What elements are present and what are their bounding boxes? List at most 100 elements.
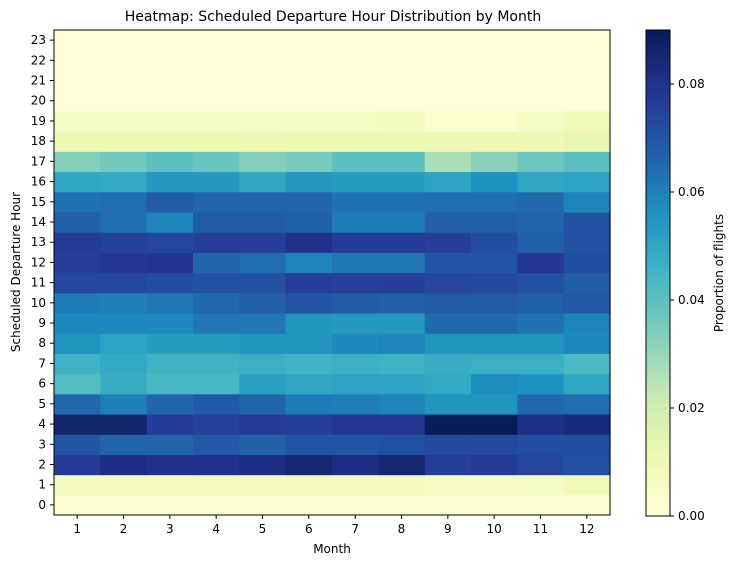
heatmap-cell (285, 90, 333, 112)
heatmap-cell (517, 50, 565, 72)
heatmap-cell (146, 110, 194, 132)
heatmap-cell (54, 454, 101, 476)
heatmap-cell (100, 312, 148, 334)
heatmap-cell (517, 312, 565, 334)
heatmap-cell (332, 373, 379, 395)
heatmap-cell (100, 292, 148, 314)
heatmap-cell (471, 90, 518, 112)
heatmap-cell (54, 312, 101, 334)
x-tick-label: 6 (305, 522, 313, 536)
heatmap-cell (471, 131, 518, 152)
heatmap-cell (146, 131, 194, 152)
heatmap-cell (239, 90, 287, 112)
heatmap-cell (424, 474, 472, 496)
heatmap-cell (100, 393, 148, 415)
heatmap-cell (100, 353, 148, 375)
heatmap-cell (54, 232, 101, 253)
x-tick-label: 2 (120, 522, 128, 536)
heatmap-cell (193, 373, 240, 395)
heatmap-cell (54, 353, 101, 375)
heatmap-cell (424, 70, 472, 92)
heatmap-cell (378, 171, 426, 193)
heatmap-cell (100, 474, 148, 496)
heatmap-cell (239, 171, 287, 193)
y-tick-label: 10 (31, 296, 46, 310)
heatmap-cell (146, 191, 194, 213)
chart-title: Heatmap: Scheduled Departure Hour Distri… (125, 9, 541, 25)
heatmap-cell (517, 211, 565, 233)
heatmap-cell (239, 292, 287, 314)
heatmap-cell (146, 474, 194, 496)
heatmap-cell (563, 353, 611, 375)
heatmap-cell (239, 413, 287, 435)
heatmap-cell (563, 232, 611, 253)
heatmap-cell (332, 30, 379, 51)
heatmap-cell (239, 110, 287, 132)
heatmap-cell (54, 434, 101, 455)
heatmap-cell (100, 373, 148, 395)
heatmap-cell (239, 272, 287, 294)
heatmap-cell (332, 171, 379, 193)
x-tick-label: 3 (166, 522, 174, 536)
heatmap-cell (563, 151, 611, 173)
heatmap-cell (471, 413, 518, 435)
heatmap-cell (563, 252, 611, 274)
heatmap-cell (517, 70, 565, 92)
heatmap-cell (285, 494, 333, 516)
heatmap-cell (332, 434, 379, 455)
heatmap-cell (517, 434, 565, 455)
heatmap-cell (563, 434, 611, 455)
heatmap-cell (378, 131, 426, 152)
heatmap-cell (563, 211, 611, 233)
heatmap-cell (563, 454, 611, 476)
heatmap-cell (378, 272, 426, 294)
heatmap-cell (424, 272, 472, 294)
y-tick-label: 8 (38, 336, 46, 350)
heatmap-cell (471, 151, 518, 173)
heatmap-cell (193, 232, 240, 253)
y-tick-label: 22 (31, 53, 46, 67)
heatmap-cell (424, 373, 472, 395)
heatmap-cell (54, 70, 101, 92)
heatmap-cell (146, 312, 194, 334)
heatmap-cell (285, 312, 333, 334)
heatmap-cell (332, 272, 379, 294)
heatmap-cell (54, 373, 101, 395)
heatmap-cell (471, 312, 518, 334)
y-tick-label: 1 (38, 478, 46, 492)
heatmap-cell (563, 312, 611, 334)
heatmap-cell (239, 333, 287, 354)
heatmap-cell (193, 252, 240, 274)
heatmap-cell (193, 434, 240, 455)
heatmap-cell (332, 312, 379, 334)
heatmap-cell (563, 131, 611, 152)
heatmap-cell (285, 454, 333, 476)
heatmap-cell (563, 110, 611, 132)
heatmap-cell (517, 252, 565, 274)
heatmap-cell (424, 454, 472, 476)
heatmap-cell (193, 312, 240, 334)
heatmap-cell (146, 232, 194, 253)
heatmap-cell (332, 211, 379, 233)
heatmap-cell (517, 151, 565, 173)
y-tick-label: 21 (31, 74, 46, 88)
heatmap-cell (378, 211, 426, 233)
heatmap-cell (378, 110, 426, 132)
heatmap-cell (517, 292, 565, 314)
heatmap-cell (193, 90, 240, 112)
heatmap-cell (146, 333, 194, 354)
heatmap-cell (54, 110, 101, 132)
heatmap-cell (146, 151, 194, 173)
heatmap-cell (563, 373, 611, 395)
heatmap-cell (378, 393, 426, 415)
heatmap-cell (285, 292, 333, 314)
heatmap-cell (378, 292, 426, 314)
heatmap-cell (146, 494, 194, 516)
heatmap-cell (563, 292, 611, 314)
colorbar-tick-label: 0.02 (678, 401, 705, 415)
colorbar-tick-label: 0.08 (678, 77, 705, 91)
heatmap-cell (54, 90, 101, 112)
heatmap-cell (471, 292, 518, 314)
heatmap-cell (285, 70, 333, 92)
heatmap-cell (100, 211, 148, 233)
